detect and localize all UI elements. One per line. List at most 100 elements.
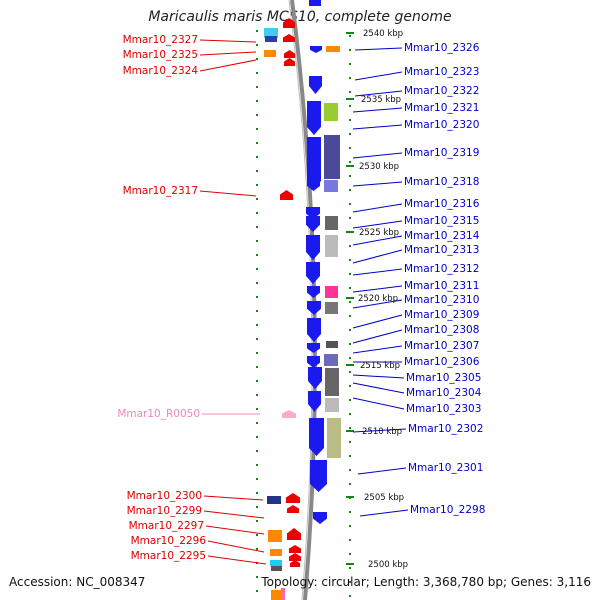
gene-label-right: Mmar10_2312 — [404, 263, 479, 275]
tick-dot-right — [349, 35, 351, 37]
gene-label-left: Mmar10_2300 — [127, 490, 202, 502]
cog-bar — [325, 286, 338, 298]
label-connector-right — [352, 203, 403, 213]
tick-dot-right — [349, 357, 351, 359]
tick-dot-right — [349, 315, 351, 317]
tick-dot-right — [349, 469, 351, 471]
gene-label-right: Mmar10_2307 — [404, 340, 479, 352]
scale-tick-label: 2540 kbp — [363, 29, 403, 39]
tick-dot-left — [256, 324, 258, 326]
tick-dot-left — [256, 58, 258, 60]
label-connector-left — [205, 525, 265, 535]
gene-arrow-reverse — [310, 46, 322, 53]
gene-label-right: Mmar10_2316 — [404, 198, 480, 210]
scale-tick-label: 2520 kbp — [358, 294, 398, 304]
tick-dot-right — [349, 441, 351, 443]
gene-label-right: Mmar10_2303 — [406, 403, 481, 415]
label-connector-left — [199, 39, 257, 43]
accession-text: Accession: NC_008347 — [9, 575, 146, 589]
label-connector-right — [352, 268, 403, 276]
gene-arrow-reverse — [309, 418, 324, 456]
tick-dot-right — [349, 343, 351, 345]
gene-label-left: Mmar10_2297 — [129, 520, 204, 532]
gene-label-left: Mmar10_2296 — [131, 535, 207, 547]
cog-bar — [271, 566, 282, 571]
label-connector-right — [359, 509, 409, 517]
gene-label-right: Mmar10_2319 — [404, 147, 479, 159]
scale-tick — [346, 231, 354, 233]
tick-dot-right — [349, 455, 351, 457]
tick-dot-right — [349, 413, 351, 415]
tick-dot-left — [256, 492, 258, 494]
cog-bar — [268, 530, 282, 542]
genome-summary-text: Topology: circular; Length: 3,368,780 bp… — [261, 575, 591, 589]
rna-gene-arrow — [282, 410, 296, 418]
label-connector-right — [352, 374, 405, 379]
cog-bar — [324, 103, 338, 121]
tick-dot-left — [256, 296, 258, 298]
label-connector-left — [203, 495, 264, 501]
backbone-edge — [288, 0, 313, 600]
gene-arrow-reverse — [306, 262, 320, 284]
gene-arrow-reverse — [307, 356, 320, 368]
label-connector-right — [352, 249, 403, 264]
gene-arrow-forward — [280, 190, 293, 200]
tick-mark-group — [256, 30, 354, 597]
tick-dot-left — [256, 72, 258, 74]
tick-dot-right — [349, 217, 351, 219]
tick-dot-right — [349, 371, 351, 373]
gene-label-left: Mmar10_2324 — [123, 65, 199, 77]
tick-dot-left — [256, 226, 258, 228]
cog-bar — [325, 368, 339, 396]
tick-dot-left — [256, 450, 258, 452]
tick-dot-left — [256, 548, 258, 550]
tick-dot-left — [256, 310, 258, 312]
tick-dot-left — [256, 184, 258, 186]
gene-label-right: Mmar10_2302 — [408, 423, 483, 435]
map-title: Maricaulis maris MCS10, complete genome — [148, 9, 452, 25]
rna-gene-label: Mmar10_R0050 — [117, 408, 200, 420]
tick-dot-left — [256, 534, 258, 536]
cog-bar — [326, 46, 340, 52]
tick-dot-right — [349, 567, 351, 569]
gene-arrow-forward — [289, 545, 301, 553]
gene-label-right: Mmar10_2326 — [404, 42, 480, 54]
gene-arrow-forward — [286, 493, 300, 503]
gene-label-right: Mmar10_2311 — [404, 280, 479, 292]
tick-dot-left — [256, 128, 258, 130]
tick-dot-left — [256, 380, 258, 382]
tick-dot-left — [256, 506, 258, 508]
cog-bar — [325, 216, 338, 230]
gene-block — [309, 0, 321, 6]
label-connector-right — [352, 329, 403, 344]
scale-tick — [346, 98, 354, 100]
tick-dot-right — [349, 175, 351, 177]
cog-bar — [327, 418, 341, 458]
gene-arrow-forward — [283, 34, 295, 42]
gene-label-right: Mmar10_2301 — [408, 462, 483, 474]
tick-dot-left — [256, 282, 258, 284]
gene-arrow-forward — [287, 528, 301, 540]
scale-tick — [346, 496, 354, 498]
label-connector-right — [352, 152, 403, 159]
cog-bar — [325, 398, 339, 412]
label-connector-left — [199, 51, 257, 56]
label-connector-right — [352, 124, 403, 130]
scale-tick — [346, 297, 354, 299]
scale-tick-label: 2510 kbp — [362, 427, 402, 437]
tick-dot-left — [256, 114, 258, 116]
tick-dot-right — [349, 427, 351, 429]
label-connector-left — [199, 59, 257, 72]
tick-dot-right — [349, 189, 351, 191]
label-connector-right — [352, 107, 403, 113]
cog-bar — [326, 341, 338, 348]
gene-label-right: Mmar10_2313 — [404, 244, 479, 256]
gene-arrow-reverse — [307, 180, 320, 191]
gene-label-right: Mmar10_2309 — [404, 309, 479, 321]
tick-dot-right — [349, 63, 351, 65]
label-connector-group — [199, 39, 409, 565]
label-connector-left — [203, 510, 265, 519]
cog-bar — [265, 36, 277, 42]
cog-bar — [324, 354, 338, 366]
tick-dot-left — [256, 268, 258, 270]
